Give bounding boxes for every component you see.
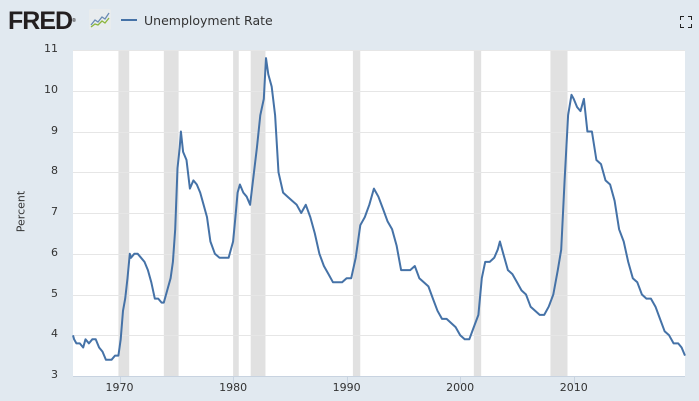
y-tick-label: 3 [51,368,58,381]
logo-text: FRED [8,7,73,35]
fred-logo[interactable]: FRED® [8,7,76,35]
unemployment-rate-line[interactable] [72,57,686,361]
legend-series-swatch [121,19,137,21]
y-tick-label: 6 [51,245,58,259]
y-tick-label: 8 [51,164,58,178]
legend[interactable]: Unemployment Rate [121,11,273,29]
fred-chart-icon [89,9,111,30]
y-tick-label: 4 [51,327,58,341]
x-tick-label: 2010 [559,381,588,394]
legend-label: Unemployment Rate [144,12,273,28]
x-tick-label: 1990 [332,381,361,394]
logo-registered-mark: ® [72,18,76,24]
y-axis-label: Percent [14,190,28,233]
y-tick-label: 11 [44,42,58,55]
y-tick-label: 9 [51,123,58,137]
x-tick-label: 1970 [105,381,134,394]
chart-header: FRED® Unemployment Rate [0,0,699,40]
x-tick-label: 2000 [446,381,475,394]
x-tick-marks [120,376,575,384]
y-tick-label: 7 [51,205,58,218]
x-tick-label: 1980 [219,381,248,394]
y-tick-label: 10 [44,82,58,96]
y-tick-label: 5 [51,286,58,300]
